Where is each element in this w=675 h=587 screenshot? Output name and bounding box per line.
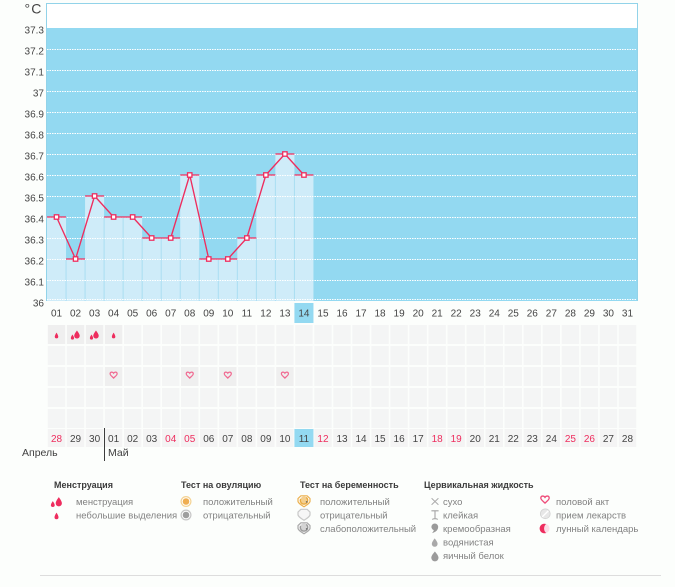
svg-text:21: 21 — [489, 434, 501, 445]
svg-text:30: 30 — [603, 309, 615, 320]
svg-text:20: 20 — [413, 309, 425, 320]
svg-text:17: 17 — [413, 434, 425, 445]
svg-text:прием лекарств: прием лекарств — [556, 510, 626, 521]
svg-text:Цервикальная жидкость: Цервикальная жидкость — [424, 480, 534, 490]
svg-text:менструация: менструация — [76, 497, 133, 508]
svg-text:06: 06 — [203, 434, 215, 445]
svg-text:клейкая: клейкая — [443, 510, 478, 521]
svg-text:23: 23 — [527, 434, 539, 445]
svg-text:08: 08 — [241, 434, 253, 445]
svg-text:слабоположительный: слабоположительный — [320, 524, 416, 535]
svg-text:37.2: 37.2 — [25, 47, 45, 58]
svg-text:яичный белок: яичный белок — [443, 551, 505, 562]
svg-text:18: 18 — [374, 309, 386, 320]
svg-text:29: 29 — [70, 434, 82, 445]
svg-text:отрицательный: отрицательный — [320, 510, 388, 521]
svg-text:кремообразная: кремообразная — [443, 524, 511, 535]
svg-text:36.5: 36.5 — [25, 194, 45, 205]
svg-text:19: 19 — [451, 434, 463, 445]
svg-text:12: 12 — [317, 434, 329, 445]
svg-text:положительный: положительный — [203, 497, 273, 508]
svg-text:22: 22 — [508, 434, 520, 445]
svg-text:03: 03 — [146, 434, 158, 445]
svg-text:29: 29 — [584, 309, 596, 320]
svg-text:23: 23 — [470, 309, 482, 320]
svg-text:01: 01 — [108, 434, 120, 445]
svg-text:28: 28 — [622, 434, 634, 445]
svg-text:13: 13 — [336, 434, 348, 445]
svg-text:31: 31 — [622, 309, 634, 320]
svg-text:28: 28 — [51, 434, 63, 445]
svg-text:25: 25 — [508, 309, 520, 320]
svg-text:26: 26 — [527, 309, 539, 320]
svg-text:36.9: 36.9 — [25, 110, 45, 121]
svg-text:04: 04 — [165, 434, 177, 445]
svg-text:36.1: 36.1 — [25, 278, 45, 289]
svg-text:02: 02 — [127, 434, 139, 445]
svg-text:18: 18 — [432, 434, 444, 445]
svg-text:Тест на овуляцию: Тест на овуляцию — [181, 480, 262, 490]
svg-text:14: 14 — [355, 434, 367, 445]
svg-text:10: 10 — [222, 309, 234, 320]
svg-text:14: 14 — [298, 309, 310, 320]
svg-text:Май: Май — [108, 447, 129, 459]
svg-text:13: 13 — [279, 309, 291, 320]
svg-text:36.2: 36.2 — [25, 257, 45, 268]
svg-text:05: 05 — [127, 309, 139, 320]
svg-text:36.7: 36.7 — [25, 152, 45, 163]
svg-text:Тест на беременность: Тест на беременность — [300, 480, 399, 490]
svg-text:21: 21 — [432, 309, 444, 320]
svg-text:отрицательный: отрицательный — [203, 510, 271, 521]
svg-text:°C: °C — [25, 1, 43, 17]
svg-text:37: 37 — [33, 89, 45, 100]
svg-text:06: 06 — [146, 309, 158, 320]
svg-text:11: 11 — [242, 309, 253, 320]
svg-text:04: 04 — [108, 309, 120, 320]
svg-text:09: 09 — [203, 309, 215, 320]
svg-text:Апрель: Апрель — [22, 447, 58, 459]
svg-text:28: 28 — [565, 309, 577, 320]
svg-text:37.1: 37.1 — [25, 68, 45, 79]
svg-text:11: 11 — [299, 434, 310, 445]
svg-text:27: 27 — [603, 434, 615, 445]
svg-text:30: 30 — [89, 434, 101, 445]
svg-text:36.4: 36.4 — [25, 215, 45, 226]
svg-text:09: 09 — [260, 434, 272, 445]
svg-text:26: 26 — [584, 434, 596, 445]
svg-text:10: 10 — [279, 434, 291, 445]
svg-text:16: 16 — [394, 434, 406, 445]
svg-text:01: 01 — [51, 309, 63, 320]
svg-text:22: 22 — [451, 309, 463, 320]
svg-text:08: 08 — [184, 309, 196, 320]
svg-text:16: 16 — [336, 309, 348, 320]
svg-text:лунный календарь: лунный календарь — [556, 524, 638, 535]
svg-text:сухо: сухо — [443, 497, 462, 508]
svg-text:19: 19 — [394, 309, 406, 320]
svg-text:24: 24 — [489, 309, 501, 320]
svg-text:36.8: 36.8 — [25, 131, 45, 142]
svg-text:Менструация: Менструация — [54, 480, 113, 490]
svg-text:36.6: 36.6 — [25, 173, 45, 184]
svg-text:03: 03 — [89, 309, 101, 320]
svg-text:07: 07 — [165, 309, 177, 320]
svg-text:36: 36 — [33, 299, 45, 310]
svg-text:положительный: положительный — [320, 497, 390, 508]
svg-text:15: 15 — [374, 434, 386, 445]
svg-text:27: 27 — [546, 309, 558, 320]
svg-text:24: 24 — [546, 434, 558, 445]
svg-text:02: 02 — [70, 309, 82, 320]
svg-text:12: 12 — [260, 309, 272, 320]
svg-text:небольшие выделения: небольшие выделения — [76, 510, 177, 521]
svg-text:17: 17 — [355, 309, 367, 320]
svg-text:20: 20 — [470, 434, 482, 445]
svg-text:половой акт: половой акт — [556, 497, 610, 508]
svg-text:05: 05 — [184, 434, 196, 445]
svg-text:25: 25 — [565, 434, 577, 445]
svg-text:36.3: 36.3 — [25, 236, 45, 247]
svg-text:07: 07 — [222, 434, 234, 445]
svg-text:15: 15 — [317, 309, 329, 320]
svg-text:водянистая: водянистая — [443, 537, 494, 548]
svg-text:37.3: 37.3 — [25, 26, 45, 37]
